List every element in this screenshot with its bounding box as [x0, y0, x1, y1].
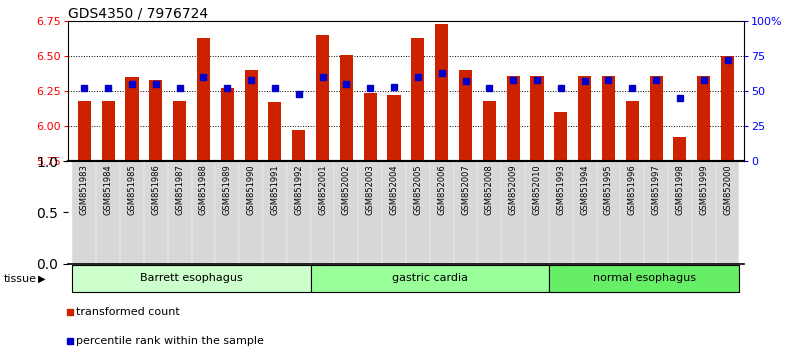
Text: GSM851985: GSM851985: [127, 164, 136, 215]
Bar: [244, 70, 258, 161]
Bar: [358, 161, 382, 264]
Text: GSM851997: GSM851997: [652, 164, 661, 215]
Text: GSM851984: GSM851984: [103, 164, 113, 215]
Bar: [78, 101, 91, 161]
Text: GSM851989: GSM851989: [223, 164, 232, 215]
Bar: [287, 161, 310, 264]
Text: GSM852008: GSM852008: [485, 164, 494, 215]
Text: GSM851991: GSM851991: [271, 164, 279, 215]
Text: GSM851987: GSM851987: [175, 164, 184, 215]
Text: GDS4350 / 7976724: GDS4350 / 7976724: [68, 6, 208, 20]
Text: GSM851983: GSM851983: [80, 164, 89, 215]
Bar: [192, 161, 216, 264]
Text: ▶: ▶: [37, 274, 45, 284]
Bar: [483, 101, 496, 161]
Bar: [364, 92, 377, 161]
Bar: [692, 161, 716, 264]
Bar: [430, 161, 454, 264]
Bar: [334, 161, 358, 264]
Text: GSM852002: GSM852002: [342, 164, 351, 215]
Bar: [292, 130, 306, 161]
Bar: [578, 76, 591, 161]
Bar: [554, 112, 568, 161]
Bar: [650, 76, 662, 161]
Bar: [268, 102, 282, 161]
Bar: [549, 265, 739, 292]
Bar: [501, 161, 525, 264]
Bar: [459, 70, 472, 161]
Text: GSM851998: GSM851998: [676, 164, 685, 215]
Bar: [197, 38, 210, 161]
Text: GSM852007: GSM852007: [461, 164, 470, 215]
Text: GSM852005: GSM852005: [413, 164, 423, 215]
Bar: [596, 161, 620, 264]
Bar: [716, 161, 739, 264]
Bar: [126, 77, 139, 161]
Text: GSM851988: GSM851988: [199, 164, 208, 215]
Bar: [310, 161, 334, 264]
Text: percentile rank within the sample: percentile rank within the sample: [76, 336, 264, 346]
Bar: [530, 76, 544, 161]
Bar: [454, 161, 478, 264]
Text: tissue: tissue: [4, 274, 37, 284]
Text: GSM852010: GSM852010: [533, 164, 541, 215]
Bar: [412, 38, 424, 161]
Bar: [263, 161, 287, 264]
Bar: [525, 161, 549, 264]
Bar: [216, 161, 239, 264]
Bar: [626, 101, 639, 161]
Text: GSM851996: GSM851996: [628, 164, 637, 215]
Bar: [72, 161, 96, 264]
Text: GSM851999: GSM851999: [699, 164, 708, 215]
Text: GSM851995: GSM851995: [604, 164, 613, 215]
Bar: [673, 137, 686, 161]
Bar: [96, 161, 120, 264]
Bar: [72, 265, 310, 292]
Bar: [721, 56, 734, 161]
Text: transformed count: transformed count: [76, 307, 180, 317]
Bar: [173, 101, 186, 161]
Text: GSM852001: GSM852001: [318, 164, 327, 215]
Text: GSM852003: GSM852003: [365, 164, 375, 215]
Bar: [340, 55, 353, 161]
Text: GSM852004: GSM852004: [389, 164, 399, 215]
Bar: [150, 80, 162, 161]
Bar: [316, 35, 329, 161]
Bar: [388, 95, 400, 161]
Bar: [668, 161, 692, 264]
Text: GSM851992: GSM851992: [295, 164, 303, 215]
Text: GSM851993: GSM851993: [556, 164, 565, 215]
Text: GSM851994: GSM851994: [580, 164, 589, 215]
Text: GSM851990: GSM851990: [247, 164, 256, 215]
Bar: [620, 161, 644, 264]
Bar: [168, 161, 192, 264]
Text: normal esophagus: normal esophagus: [593, 273, 696, 283]
Bar: [478, 161, 501, 264]
Bar: [382, 161, 406, 264]
Bar: [239, 161, 263, 264]
Text: GSM851986: GSM851986: [151, 164, 160, 215]
Bar: [602, 76, 615, 161]
Bar: [573, 161, 596, 264]
Bar: [549, 161, 573, 264]
Text: GSM852009: GSM852009: [509, 164, 517, 215]
Bar: [506, 76, 520, 161]
Bar: [406, 161, 430, 264]
Text: GSM852006: GSM852006: [437, 164, 447, 215]
Bar: [120, 161, 144, 264]
Bar: [310, 265, 549, 292]
Bar: [220, 88, 234, 161]
Bar: [697, 76, 710, 161]
Text: gastric cardia: gastric cardia: [392, 273, 468, 283]
Bar: [144, 161, 168, 264]
Bar: [435, 24, 448, 161]
Text: GSM852000: GSM852000: [723, 164, 732, 215]
Bar: [644, 161, 668, 264]
Bar: [102, 101, 115, 161]
Text: Barrett esophagus: Barrett esophagus: [140, 273, 243, 283]
